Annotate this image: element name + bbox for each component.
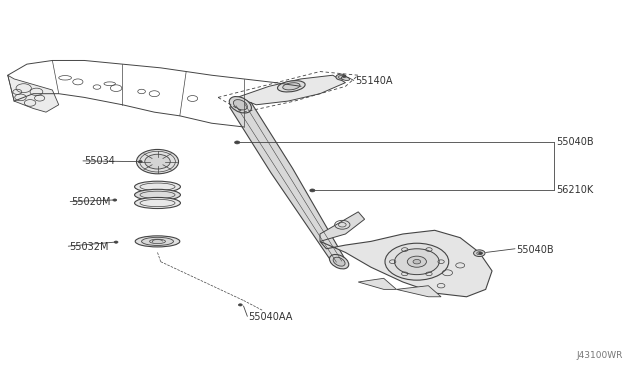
Polygon shape bbox=[230, 103, 346, 263]
Ellipse shape bbox=[134, 198, 180, 209]
Ellipse shape bbox=[234, 100, 247, 110]
Circle shape bbox=[114, 241, 118, 243]
Ellipse shape bbox=[135, 236, 180, 247]
Ellipse shape bbox=[278, 81, 305, 92]
Text: 55020M: 55020M bbox=[72, 196, 111, 206]
Circle shape bbox=[479, 252, 483, 254]
Circle shape bbox=[239, 304, 243, 306]
Circle shape bbox=[136, 150, 179, 174]
Text: 55140A: 55140A bbox=[355, 76, 392, 86]
Text: J43100WR: J43100WR bbox=[576, 350, 623, 359]
Ellipse shape bbox=[134, 181, 180, 192]
Ellipse shape bbox=[141, 237, 173, 246]
Text: 55034: 55034 bbox=[84, 156, 115, 166]
Polygon shape bbox=[358, 278, 396, 289]
Ellipse shape bbox=[283, 83, 300, 90]
Circle shape bbox=[413, 260, 420, 264]
Polygon shape bbox=[320, 212, 365, 241]
Ellipse shape bbox=[150, 239, 166, 244]
Circle shape bbox=[138, 161, 142, 163]
Circle shape bbox=[235, 141, 240, 144]
Text: 56210K: 56210K bbox=[556, 185, 593, 195]
Polygon shape bbox=[396, 286, 441, 297]
Text: 55040B: 55040B bbox=[516, 244, 554, 254]
Ellipse shape bbox=[341, 77, 349, 80]
Circle shape bbox=[310, 189, 315, 192]
Circle shape bbox=[474, 250, 485, 257]
Circle shape bbox=[342, 75, 346, 77]
Circle shape bbox=[145, 154, 170, 169]
Text: 55032M: 55032M bbox=[70, 242, 109, 252]
Polygon shape bbox=[320, 230, 492, 297]
Ellipse shape bbox=[330, 254, 349, 269]
Circle shape bbox=[113, 199, 116, 201]
Circle shape bbox=[385, 243, 449, 280]
Polygon shape bbox=[237, 75, 346, 105]
Polygon shape bbox=[8, 75, 59, 112]
Ellipse shape bbox=[134, 189, 180, 201]
Circle shape bbox=[394, 249, 439, 275]
Circle shape bbox=[336, 74, 346, 80]
Circle shape bbox=[407, 256, 426, 267]
Text: 55040AA: 55040AA bbox=[248, 312, 293, 322]
Ellipse shape bbox=[333, 257, 345, 266]
Text: 55040B: 55040B bbox=[556, 137, 593, 147]
Ellipse shape bbox=[229, 96, 252, 113]
